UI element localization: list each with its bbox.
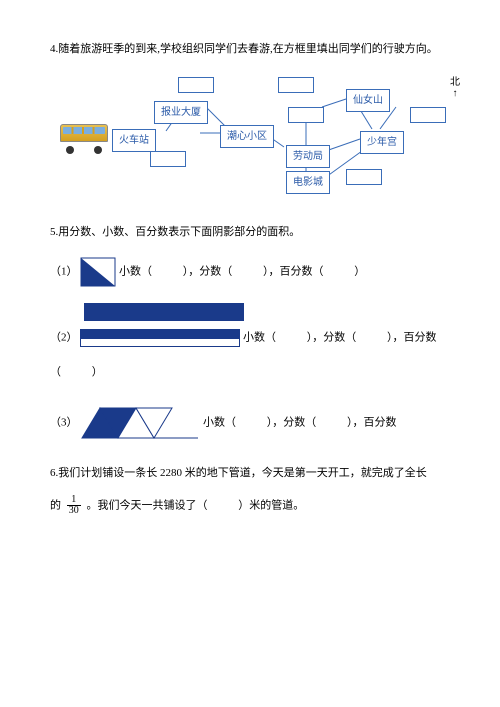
blank-box-2[interactable] (278, 77, 314, 93)
node-shaonian: 少年宫 (360, 131, 404, 154)
q5-2-cont: （ ） (50, 363, 450, 382)
blank-box-3[interactable] (288, 107, 324, 123)
question-6: 6.我们计划铺设一条长 2280 米的地下管道，今天是第一天开工，就完成了全长 … (50, 464, 450, 517)
bar-half-icon (80, 329, 240, 347)
q5-2-c0: （ (50, 366, 61, 378)
bar-full-icon (84, 303, 244, 321)
q5-3-l2: ），百分数 (347, 417, 397, 429)
blank-box-4[interactable] (150, 151, 186, 167)
fraction-denominator: 30 (67, 506, 81, 517)
node-huochezhan: 火车站 (112, 129, 156, 152)
node-baoye: 报业大厦 (154, 101, 208, 124)
q5-item-2: （2） 小数（ ），分数（ ），百分数 (50, 325, 450, 351)
question-4: 4.随着旅游旺季的到来,学校组织同学们去春游,在方框里填出同学们的行驶方向。 火… (50, 40, 450, 199)
q5-1-l1: ），分数（ (183, 266, 233, 278)
q5-2-c1: ） (92, 366, 103, 378)
blank-box-5[interactable] (346, 169, 382, 185)
node-dianying: 电影城 (286, 171, 330, 194)
question-5: 5.用分数、小数、百分数表示下面阴影部分的面积。 （1） 小数（ ），分数（ ）… (50, 223, 450, 440)
diagram-map: 火车站 报业大厦 潮心小区 劳动局 电影城 仙女山 少年宫 北 ↑ (60, 69, 440, 199)
north-indicator: 北 ↑ (450, 77, 460, 99)
north-arrow-icon: ↑ (453, 88, 458, 99)
q6-line1: 6.我们计划铺设一条长 2280 米的地下管道，今天是第一天开工，就完成了全长 (50, 464, 450, 483)
q5-3-l1: ），分数（ (267, 417, 317, 429)
node-laodong: 劳动局 (286, 145, 330, 168)
triangle-square-icon (80, 257, 116, 287)
q5-1-l0: 小数（ (119, 266, 152, 278)
q6-mid: 的 (50, 499, 61, 511)
fraction: 1 30 (67, 495, 81, 517)
bus-icon (60, 124, 110, 150)
q6-line2: 的 1 30 。我们今天一共铺设了（ ）米的管道。 (50, 495, 450, 517)
q5-2-figure (84, 303, 450, 321)
q5-item-1: （1） 小数（ ），分数（ ），百分数（ ） (50, 257, 450, 287)
q5-2-l1: ），分数（ (307, 332, 357, 344)
q5-1-l2: ），百分数（ (263, 266, 324, 278)
blank-box-6[interactable] (410, 107, 446, 123)
q5-1-l3: ） (354, 266, 365, 278)
blank-box-1[interactable] (178, 77, 214, 93)
north-label: 北 (450, 77, 460, 88)
q5-3-l0: 小数（ (203, 417, 236, 429)
node-chaoxin: 潮心小区 (220, 125, 274, 148)
q5-2-idx: （2） (50, 332, 78, 344)
q5-1-idx: （1） (50, 266, 78, 278)
q5-2-l2: ），百分数 (387, 332, 437, 344)
node-xiannv: 仙女山 (346, 89, 390, 112)
q5-2-l0: 小数（ (243, 332, 276, 344)
q5-item-3: （3） 小数（ ），分数（ ），百分数 (50, 406, 450, 440)
q5-text: 5.用分数、小数、百分数表示下面阴影部分的面积。 (50, 223, 450, 242)
q5-3-idx: （3） (50, 417, 78, 429)
q6-post: 。我们今天一共铺设了（ (87, 499, 208, 511)
q6-end: ）米的管道。 (238, 499, 304, 511)
q4-text: 4.随着旅游旺季的到来,学校组织同学们去春游,在方框里填出同学们的行驶方向。 (50, 40, 450, 59)
triangles-icon (80, 406, 200, 440)
